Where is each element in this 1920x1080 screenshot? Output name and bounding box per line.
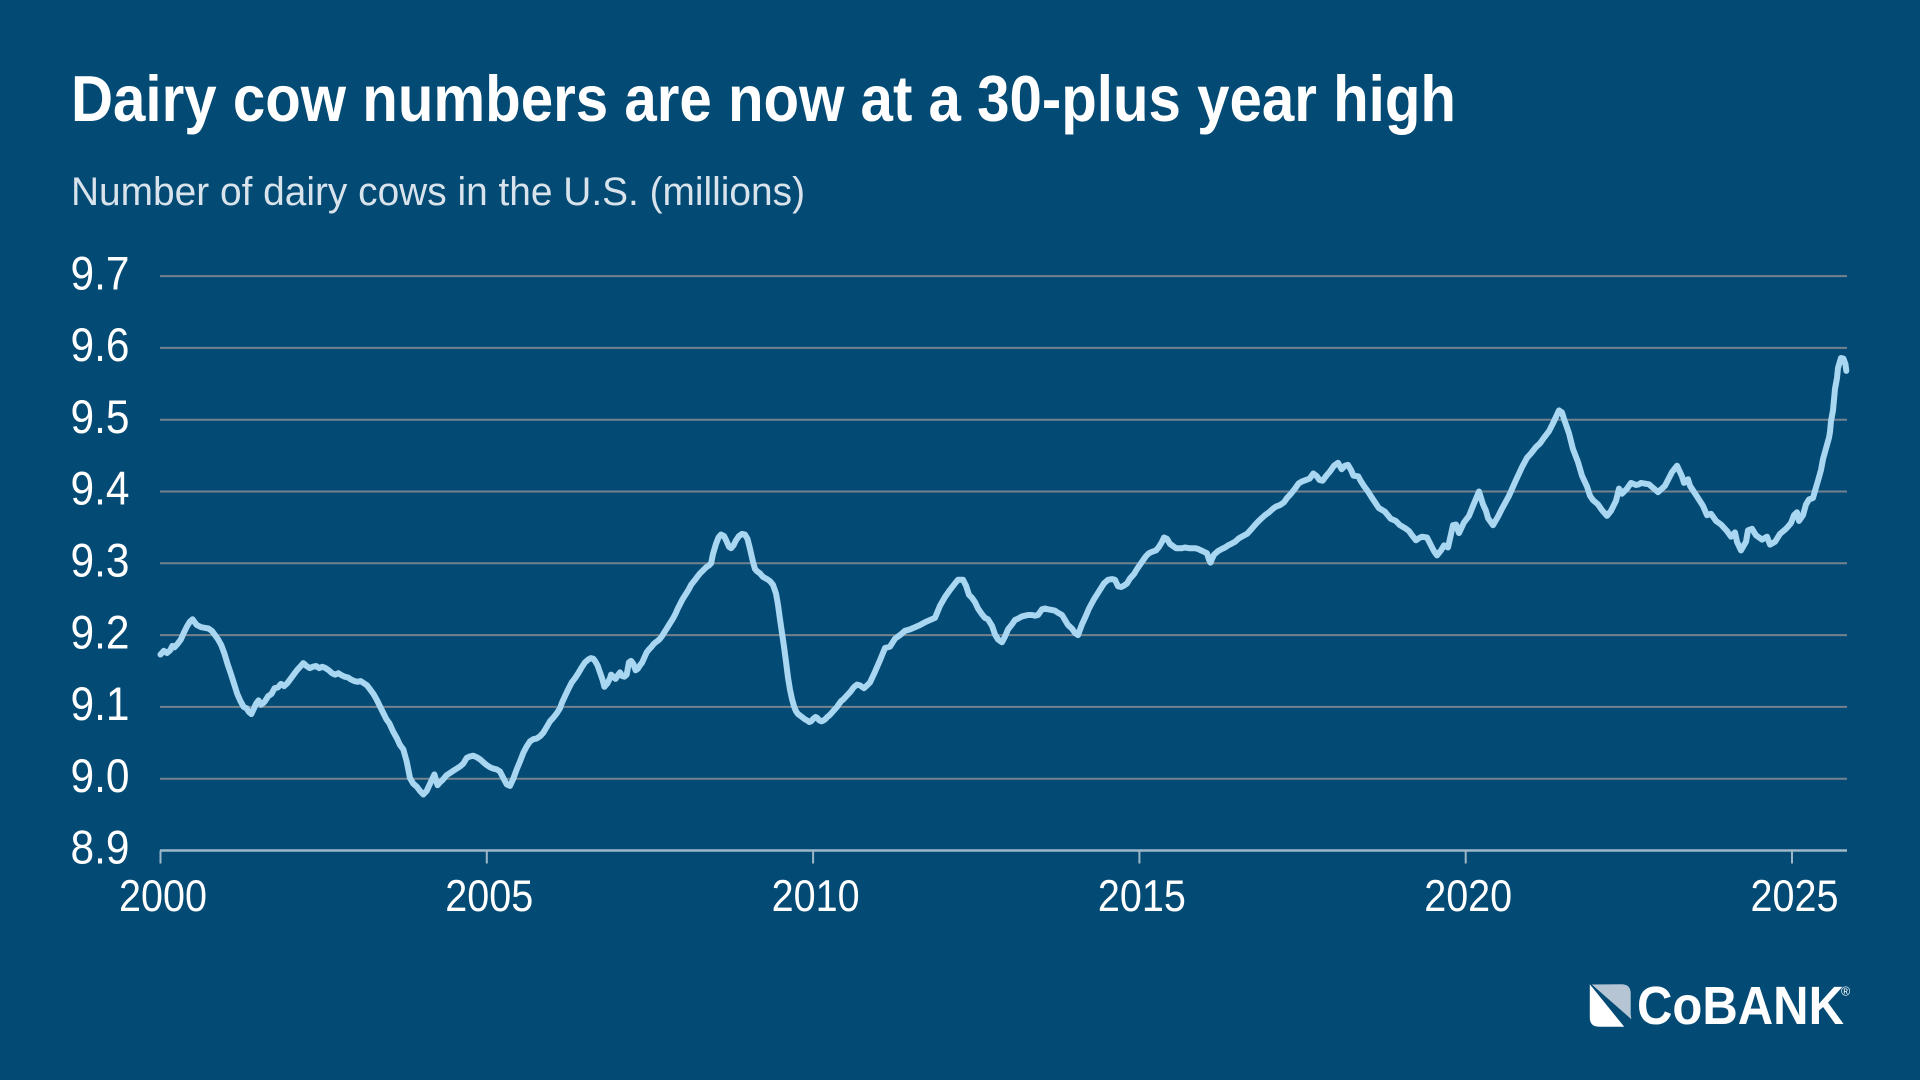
svg-text:2000: 2000: [119, 872, 207, 921]
svg-text:9.0: 9.0: [71, 749, 130, 802]
svg-text:CoBANK: CoBANK: [1637, 976, 1844, 1036]
svg-text:9.6: 9.6: [71, 318, 130, 371]
svg-text:2025: 2025: [1751, 872, 1839, 921]
svg-text:®: ®: [1841, 985, 1851, 999]
svg-text:2010: 2010: [772, 872, 860, 921]
svg-text:8.9: 8.9: [71, 821, 130, 874]
svg-text:9.4: 9.4: [71, 462, 130, 515]
svg-text:2015: 2015: [1098, 872, 1186, 921]
svg-text:9.5: 9.5: [71, 390, 130, 443]
svg-text:9.1: 9.1: [71, 677, 130, 730]
svg-text:9.3: 9.3: [71, 534, 130, 587]
svg-text:2020: 2020: [1424, 872, 1512, 921]
svg-text:Dairy cow numbers are now at a: Dairy cow numbers are now at a 30-plus y…: [71, 62, 1456, 135]
svg-text:9.7: 9.7: [71, 246, 130, 299]
svg-text:2005: 2005: [445, 872, 533, 921]
svg-text:9.2: 9.2: [71, 605, 130, 658]
svg-text:Number of dairy cows in the U.: Number of dairy cows in the U.S. (millio…: [71, 170, 805, 214]
